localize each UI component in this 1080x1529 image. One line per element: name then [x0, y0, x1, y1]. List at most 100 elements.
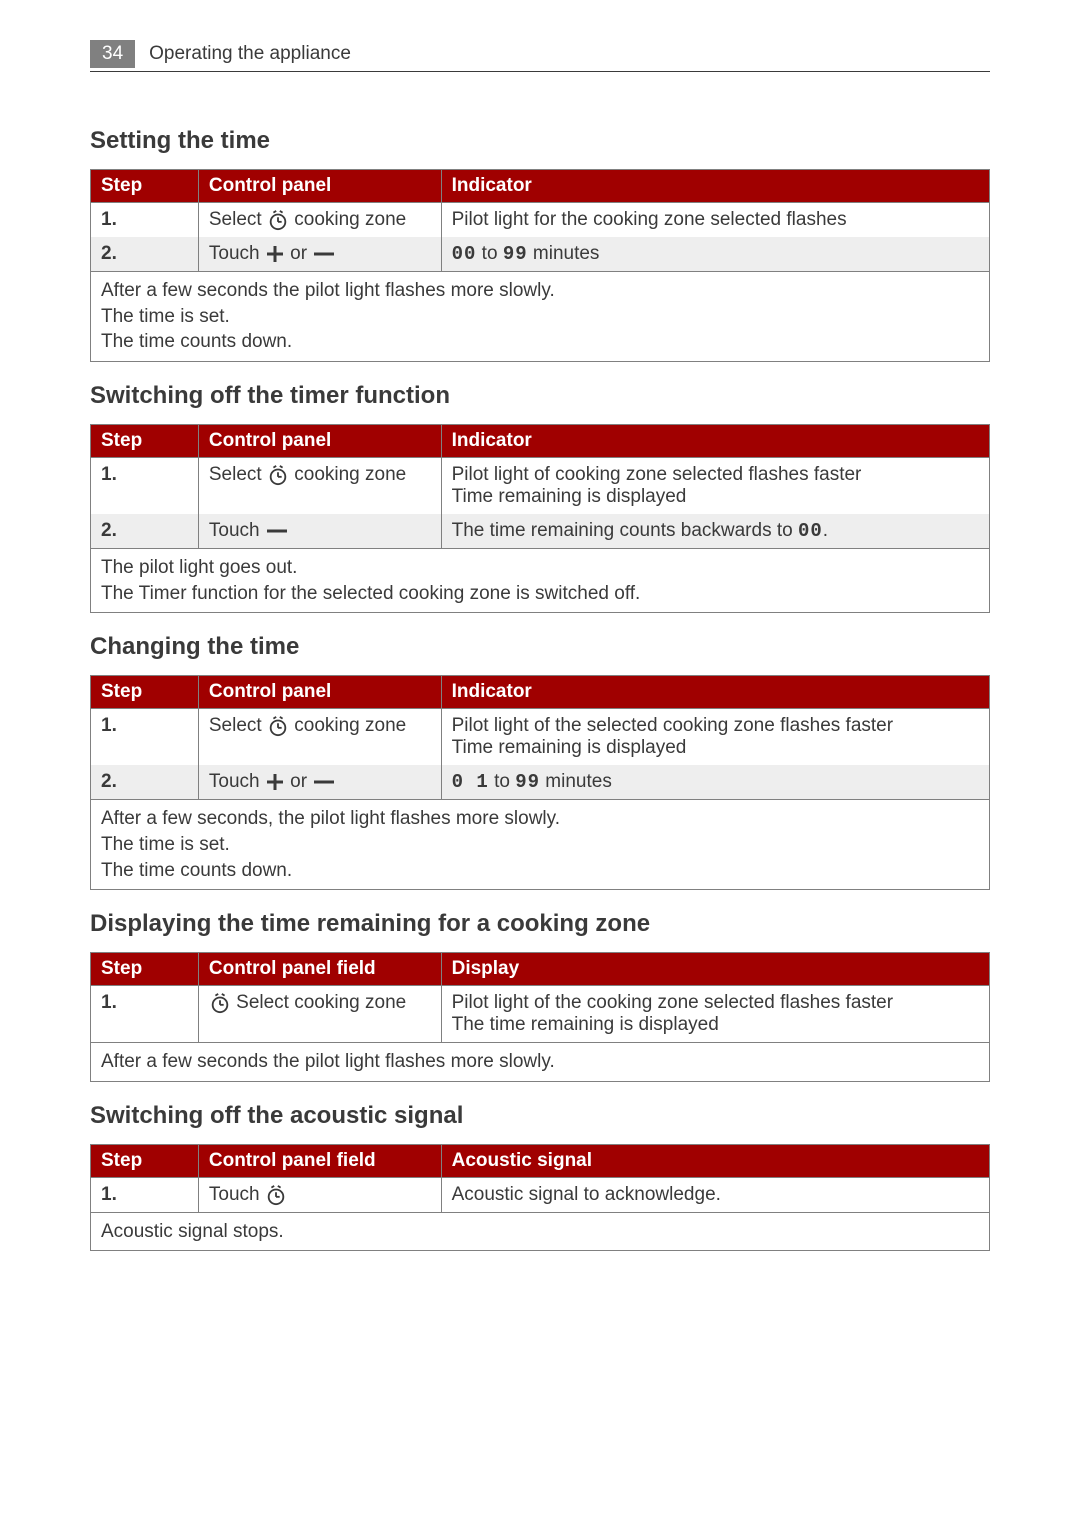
column-header: Indicator	[441, 424, 989, 457]
indicator-cell: Pilot light of the selected cooking zone…	[441, 709, 989, 766]
panel-text: Touch	[209, 771, 265, 792]
control-panel-cell: Touch	[198, 1177, 441, 1212]
digit-display: 99	[515, 771, 540, 793]
instruction-table: StepControl panelIndicator1.Select cooki…	[90, 424, 990, 613]
indicator-cell: 00 to 99 minutes	[441, 237, 989, 272]
column-header: Control panel	[198, 170, 441, 203]
footer-text: The pilot light goes out. The Timer func…	[91, 548, 990, 612]
panel-text: or	[285, 243, 312, 264]
page-number: 34	[90, 40, 135, 68]
table-row: 1.Select cooking zonePilot light of the …	[91, 709, 990, 766]
table-footer-row: After a few seconds the pilot light flas…	[91, 1043, 990, 1082]
panel-text: Touch	[209, 243, 265, 264]
instruction-table: StepControl panel fieldAcoustic signal 1.…	[90, 1144, 990, 1252]
minus-icon	[312, 244, 336, 264]
section-heading: Changing the time	[90, 633, 990, 661]
clock-icon	[267, 715, 289, 737]
minus-icon	[265, 521, 289, 541]
section: Switching off the acoustic signal StepCon…	[90, 1102, 990, 1252]
column-header: Display	[441, 953, 989, 986]
panel-text: Select	[209, 209, 267, 230]
indicator-text: Pilot light for the cooking zone selecte…	[452, 209, 847, 230]
indicator-text: minutes	[528, 243, 600, 264]
panel-text: or	[285, 771, 312, 792]
table-row: 1.Select cooking zone Pilot light for the…	[91, 203, 990, 238]
column-header: Control panel	[198, 424, 441, 457]
footer-text: After a few seconds, the pilot light fla…	[91, 800, 990, 890]
step-cell: 1.	[91, 709, 199, 766]
step-cell: 2.	[91, 514, 199, 549]
instruction-table: StepControl panelIndicator1.Select cooki…	[90, 675, 990, 890]
indicator-text: to	[489, 771, 515, 792]
panel-text: cooking zone	[289, 464, 406, 485]
control-panel-cell: Select cooking zone	[198, 457, 441, 514]
panel-text: Select	[209, 715, 267, 736]
table-footer-row: The pilot light goes out. The Timer func…	[91, 548, 990, 612]
header-title: Operating the appliance	[149, 43, 351, 65]
column-header: Acoustic signal	[441, 1144, 989, 1177]
column-header: Step	[91, 170, 199, 203]
section: Displaying the time remaining for a cook…	[90, 910, 990, 1082]
panel-text: Touch	[209, 520, 265, 541]
step-cell: 1.	[91, 203, 199, 238]
table-footer-row: After a few seconds, the pilot light fla…	[91, 800, 990, 890]
indicator-cell: Pilot light of cooking zone selected fla…	[441, 457, 989, 514]
section-heading: Displaying the time remaining for a cook…	[90, 910, 990, 938]
table-row: 2. Touch The time remaining counts backwa…	[91, 514, 990, 549]
table-row: 1. Select cooking zonePilot light of the…	[91, 986, 990, 1043]
column-header: Indicator	[441, 676, 989, 709]
page-header: 34 Operating the appliance	[90, 40, 990, 72]
indicator-text: Pilot light of the selected cooking zone…	[452, 715, 893, 758]
panel-text: Select cooking zone	[231, 992, 406, 1013]
column-header: Indicator	[441, 170, 989, 203]
section-heading: Switching off the acoustic signal	[90, 1102, 990, 1130]
panel-text: cooking zone	[289, 715, 406, 736]
panel-text: Touch	[209, 1184, 265, 1205]
table-row: 2.Touch or 0 1 to 99 minutes	[91, 765, 990, 800]
page-container: 34 Operating the appliance Setting the t…	[0, 0, 1080, 1321]
footer-text: After a few seconds the pilot light flas…	[91, 1043, 990, 1082]
control-panel-cell: Touch or	[198, 765, 441, 800]
indicator-text: Pilot light of the cooking zone selected…	[452, 992, 893, 1035]
column-header: Step	[91, 953, 199, 986]
panel-text: Select	[209, 464, 267, 485]
column-header: Control panel field	[198, 953, 441, 986]
digit-display: 00	[452, 243, 477, 265]
minus-icon	[312, 772, 336, 792]
clock-icon	[265, 1184, 287, 1206]
indicator-text: Pilot light of cooking zone selected fla…	[452, 464, 862, 507]
control-panel-cell: Select cooking zone	[198, 203, 441, 238]
footer-text: Acoustic signal stops.	[91, 1212, 990, 1251]
clock-icon	[267, 464, 289, 486]
column-header: Control panel	[198, 676, 441, 709]
footer-text: After a few seconds the pilot light flas…	[91, 272, 990, 362]
table-row: 1.Select cooking zonePilot light of cook…	[91, 457, 990, 514]
table-footer-row: After a few seconds the pilot light flas…	[91, 272, 990, 362]
control-panel-cell: Touch	[198, 514, 441, 549]
digit-display: 99	[503, 243, 528, 265]
column-header: Step	[91, 1144, 199, 1177]
indicator-cell: Pilot light of the cooking zone selected…	[441, 986, 989, 1043]
section: Changing the timeStepControl panelIndica…	[90, 633, 990, 890]
step-cell: 1.	[91, 1177, 199, 1212]
section-heading: Setting the time	[90, 127, 990, 155]
indicator-text: .	[823, 520, 828, 541]
clock-icon	[267, 209, 289, 231]
control-panel-cell: Touch or	[198, 237, 441, 272]
indicator-cell: Acoustic signal to acknowledge.	[441, 1177, 989, 1212]
column-header: Control panel field	[198, 1144, 441, 1177]
clock-icon	[209, 992, 231, 1014]
instruction-table: StepControl panelIndicator1.Select cooki…	[90, 169, 990, 362]
digit-display: 00	[798, 520, 823, 542]
indicator-text: Acoustic signal to acknowledge.	[452, 1184, 721, 1205]
indicator-cell: 0 1 to 99 minutes	[441, 765, 989, 800]
step-cell: 1.	[91, 457, 199, 514]
plus-icon	[265, 244, 285, 264]
control-panel-cell: Select cooking zone	[198, 709, 441, 766]
indicator-cell: The time remaining counts backwards to 0…	[441, 514, 989, 549]
section: Switching off the timer functionStepCont…	[90, 382, 990, 613]
instruction-table: StepControl panel fieldDisplay1. Select …	[90, 952, 990, 1082]
step-cell: 2.	[91, 237, 199, 272]
table-row: 2.Touch or 00 to 99 minutes	[91, 237, 990, 272]
column-header: Step	[91, 424, 199, 457]
